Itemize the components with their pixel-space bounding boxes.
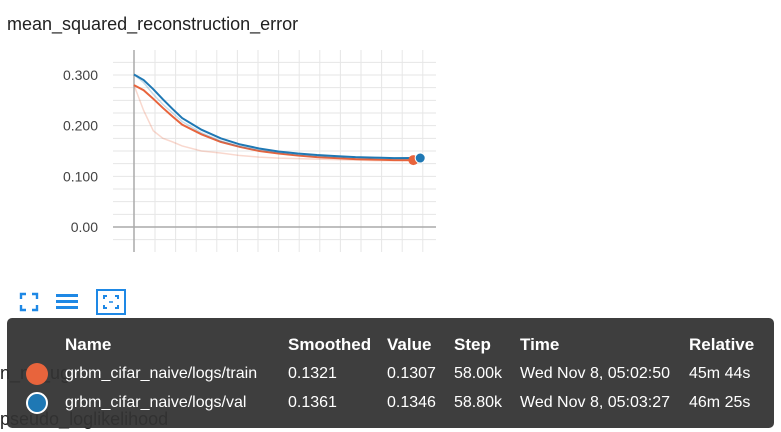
series-layer bbox=[133, 73, 426, 166]
chart-grid bbox=[113, 50, 436, 252]
scalar-chart[interactable]: 0.300 0.200 0.100 0.00 bbox=[0, 0, 781, 290]
row-time: Wed Nov 8, 05:02:50 bbox=[520, 365, 671, 382]
row-relative: 45m 44s bbox=[689, 365, 751, 382]
fullscreen-button[interactable] bbox=[16, 289, 42, 315]
header-relative: Relative bbox=[689, 335, 755, 354]
row-relative: 46m 25s bbox=[689, 394, 751, 411]
train-color-swatch bbox=[26, 363, 48, 385]
chart-axes bbox=[113, 50, 436, 252]
header-value: Value bbox=[387, 335, 432, 354]
y-tick-labels: 0.300 0.200 0.100 0.00 bbox=[63, 67, 98, 235]
row-value: 0.1346 bbox=[387, 394, 436, 411]
row-smoothed: 0.1321 bbox=[288, 365, 337, 382]
raw-series-line bbox=[133, 84, 414, 162]
fit-domain-icon bbox=[103, 295, 119, 309]
header-smoothed: Smoothed bbox=[288, 335, 372, 354]
header-time: Time bbox=[520, 335, 560, 354]
row-smoothed: 0.1361 bbox=[288, 394, 337, 411]
row-step: 58.00k bbox=[454, 365, 503, 382]
chart-tooltip: Name Smoothed Value Step Time Relative g… bbox=[7, 318, 774, 428]
raw-series-line bbox=[133, 73, 418, 160]
row-value: 0.1307 bbox=[387, 365, 436, 382]
y-tick-label: 0.100 bbox=[63, 168, 98, 184]
row-name: grbm_cifar_naive/logs/train bbox=[65, 365, 258, 382]
tooltip-row-train: grbm_cifar_naive/logs/train 0.1321 0.130… bbox=[7, 360, 774, 388]
smoothed-series-line bbox=[133, 84, 414, 162]
series-endpoint-marker bbox=[414, 152, 426, 164]
row-time: Wed Nov 8, 05:03:27 bbox=[520, 394, 671, 411]
y-tick-label: 0.00 bbox=[71, 219, 98, 235]
header-name: Name bbox=[65, 335, 112, 354]
header-step: Step bbox=[454, 335, 491, 354]
fullscreen-icon bbox=[19, 292, 39, 312]
smoothed-series-line bbox=[133, 73, 418, 160]
y-tick-label: 0.300 bbox=[63, 67, 98, 83]
row-step: 58.80k bbox=[454, 394, 503, 411]
tooltip-header-row: Name Smoothed Value Step Time Relative bbox=[7, 331, 774, 359]
toggle-log-button[interactable] bbox=[54, 289, 80, 315]
fit-domain-button[interactable] bbox=[96, 289, 126, 315]
list-icon bbox=[56, 294, 78, 309]
tooltip-row-val: grbm_cifar_naive/logs/val 0.1361 0.1346 … bbox=[7, 389, 774, 417]
y-tick-label: 0.200 bbox=[63, 118, 98, 134]
val-color-swatch bbox=[26, 392, 48, 414]
row-name: grbm_cifar_naive/logs/val bbox=[65, 394, 247, 411]
chart-title: mean_squared_reconstruction_error bbox=[7, 14, 299, 34]
